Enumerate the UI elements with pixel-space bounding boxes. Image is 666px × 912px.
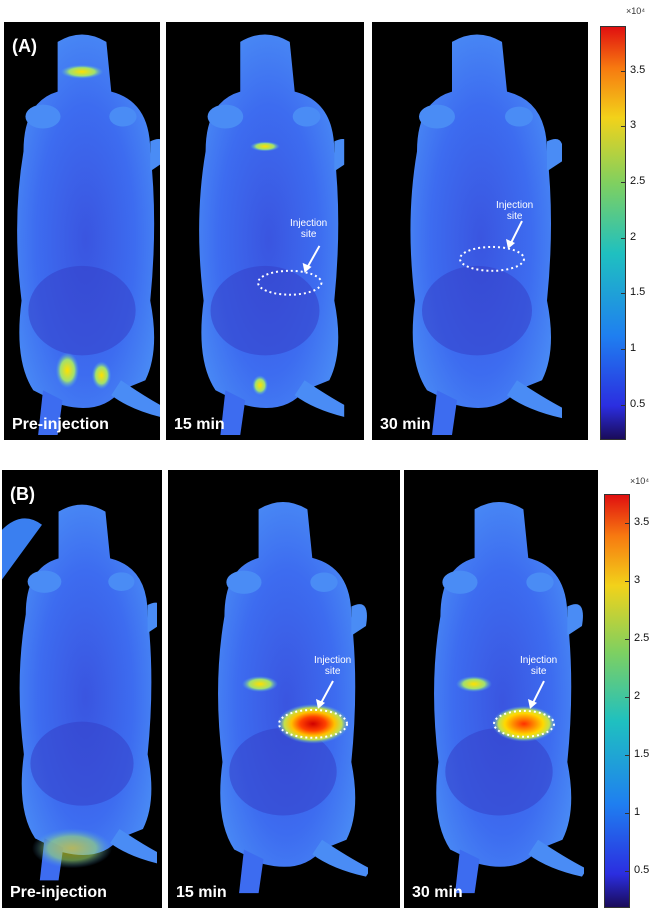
panel-b-colorbar-tickmark xyxy=(625,523,629,524)
panel-a-colorbar-tick: 2 xyxy=(630,230,637,243)
panel-b-15min-annotation: Injection site xyxy=(314,655,352,677)
panel-a-label: (A) xyxy=(12,36,37,56)
panel-b-image-15min: Injection site 15 min xyxy=(168,470,400,908)
panel-a-colorbar-tick: 1 xyxy=(630,341,637,354)
panel-a-colorbar-tick: 2.5 xyxy=(630,174,646,187)
panel-a-time-15min: 15 min xyxy=(174,416,225,433)
panel-a-image-15min: Injection site 15 min xyxy=(166,22,364,440)
panel-b-30min-annotation: Injection site xyxy=(520,655,558,677)
panel-b-colorbar-tick: 3.5 xyxy=(634,516,650,528)
panel-b-colorbar-tick: 3 xyxy=(634,574,641,587)
panel-a-colorbar-tickmark xyxy=(621,404,625,406)
panel-a-colorbar-tickmark xyxy=(621,348,625,350)
panel-a-time-30min: 30 min xyxy=(380,416,431,433)
panel-a-colorbar-tickmark xyxy=(621,70,625,72)
panel-b-label: (B) xyxy=(10,484,35,504)
panel-b-colorbar-tick: 2 xyxy=(634,690,641,703)
panel-b-colorbar-tickmark xyxy=(625,755,629,757)
panel-a-image-30min: Injection site 30 min xyxy=(372,22,588,440)
panel-b-colorbar-tick: 0.5 xyxy=(634,864,650,877)
panel-a-15min-annotation: Injection site xyxy=(290,218,328,240)
panel-b-colorbar xyxy=(604,494,630,908)
panel-a-30min-annotation: Injection site xyxy=(496,200,534,222)
panel-b-colorbar-tick: 2.5 xyxy=(634,632,650,645)
panel-b-time-30min: 30 min xyxy=(412,884,463,901)
panel-b-colorbar-tickmark xyxy=(625,639,629,641)
panel-b-time-pre: Pre-injection xyxy=(10,884,107,901)
panel-b-image-pre: (B) Pre-injection xyxy=(2,470,162,908)
panel-b-colorbar-tick: 1 xyxy=(634,806,641,819)
panel-b-colorbar-tickmark xyxy=(625,581,629,583)
panel-b-colorbar-multiplier: ×10⁴ xyxy=(630,476,650,486)
panel-a-colorbar-tick: 1.5 xyxy=(630,286,646,299)
panel-a-colorbar-tickmark xyxy=(621,237,625,239)
panel-a-image-pre: (A) Pre-injection xyxy=(4,22,160,440)
panel-a-colorbar-tickmark xyxy=(621,293,625,295)
panel-a-time-pre: Pre-injection xyxy=(12,416,109,433)
panel-b-colorbar-tickmark xyxy=(625,697,629,699)
panel-a-colorbar-tickmark xyxy=(621,126,625,128)
panel-a-colorbar-tick: 3 xyxy=(630,119,637,132)
panel-a-colorbar-tick: 3.5 xyxy=(630,63,646,76)
panel-a-colorbar-tick: 0.5 xyxy=(630,397,646,410)
panel-b-colorbar-tick: 1.5 xyxy=(634,748,650,761)
panel-b-colorbar-tickmark xyxy=(625,871,629,873)
panel-a-colorbar-multiplier: ×10⁴ xyxy=(626,6,646,16)
panel-b-time-15min: 15 min xyxy=(176,884,227,901)
panel-b-image-30min: Injection site 30 min xyxy=(404,470,598,908)
panel-a-colorbar-tickmark xyxy=(621,181,625,183)
panel-b-colorbar-tickmark xyxy=(625,813,629,815)
panel-a-colorbar xyxy=(600,26,626,440)
